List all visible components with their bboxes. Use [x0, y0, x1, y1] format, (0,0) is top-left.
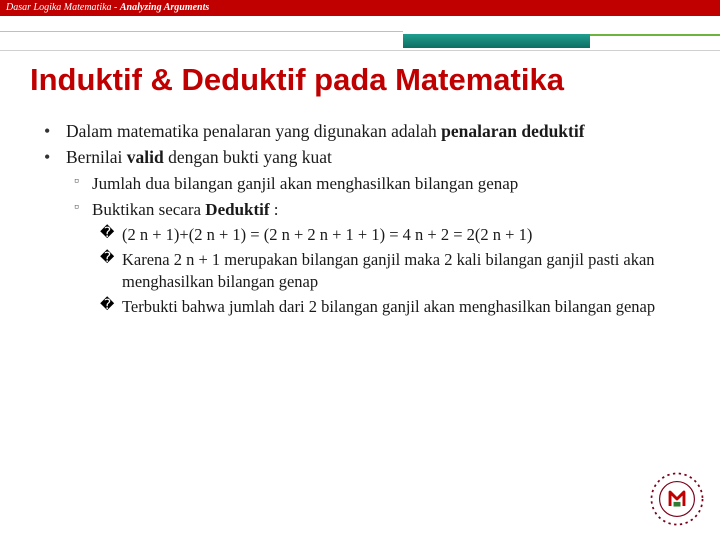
- proof-line-3: Terbukti bahwa jumlah dari 2 bilangan ga…: [110, 296, 682, 317]
- text: Dalam matematika penalaran yang digunaka…: [66, 121, 441, 141]
- bullet-1: Dalam matematika penalaran yang digunaka…: [56, 120, 682, 142]
- text: Buktikan secara: [92, 200, 205, 219]
- text: :: [270, 200, 279, 219]
- text: Bernilai: [66, 147, 127, 167]
- subbullet-2: Buktikan secara Deduktif : (2 n + 1)+(2 …: [80, 199, 682, 317]
- slide-body: Dalam matematika penalaran yang digunaka…: [56, 120, 682, 317]
- accent-stripe: [0, 28, 720, 54]
- text-bold: Deduktif: [205, 200, 269, 219]
- slide-title: Induktif & Deduktif pada Matematika: [30, 62, 720, 98]
- proof-line-1: (2 n + 1)+(2 n + 1) = (2 n + 2 n + 1 + 1…: [110, 224, 682, 245]
- header-prefix: Dasar Logika Matematika -: [6, 2, 120, 13]
- bullet-2: Bernilai valid dengan bukti yang kuat Ju…: [56, 146, 682, 316]
- proof-line-2: Karena 2 n + 1 merupakan bilangan ganjil…: [110, 249, 682, 291]
- header-bar: Dasar Logika Matematika - Analyzing Argu…: [0, 0, 720, 16]
- text-bold: valid: [127, 147, 164, 167]
- header-suffix: Analyzing Arguments: [120, 2, 209, 13]
- text-bold: penalaran deduktif: [441, 121, 584, 141]
- subbullet-1: Jumlah dua bilangan ganjil akan menghasi…: [80, 173, 682, 195]
- text: dengan bukti yang kuat: [164, 147, 332, 167]
- university-logo-icon: [648, 470, 706, 528]
